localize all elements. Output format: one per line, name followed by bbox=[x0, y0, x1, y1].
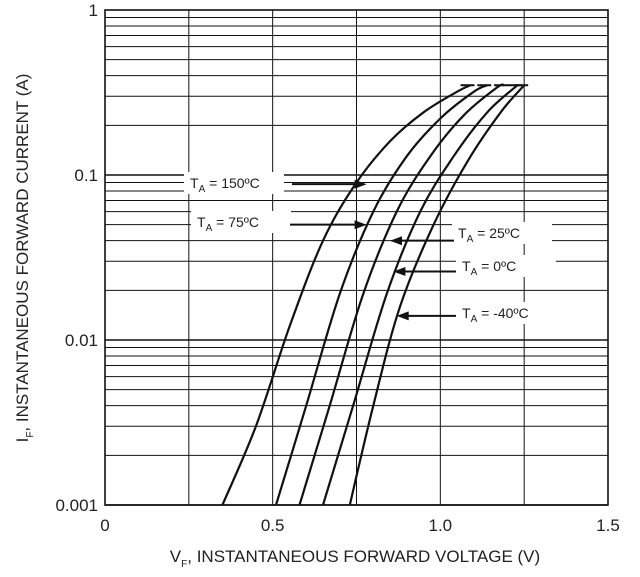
plot-frame bbox=[104, 9, 609, 506]
series-label-rest-1: = 75ºC bbox=[212, 214, 259, 230]
series-label-2: TA = 25ºC bbox=[458, 225, 520, 245]
series-label-rest-0: = 150ºC bbox=[205, 175, 260, 191]
series-line-2 bbox=[298, 83, 505, 506]
series-label-sub-4: A bbox=[471, 314, 478, 325]
frame-layer bbox=[104, 9, 609, 506]
x-axis-title-rest: , INSTANTANEOUS FORWARD VOLTAGE (V) bbox=[187, 547, 540, 566]
annotation-arrow-head-4 bbox=[396, 311, 409, 321]
y-axis-title: IF, INSTANTANEOUS FORWARD CURRENT (A) bbox=[13, 74, 36, 443]
x-tick-label: 0 bbox=[100, 516, 109, 535]
tick-layer: 0 0.5 1.0 1.5 1 0.1 0.01 0.001 bbox=[55, 1, 619, 535]
series-label-main-0: T bbox=[190, 175, 199, 191]
annotation-box-1 bbox=[191, 211, 291, 233]
series-label-rest-3: = 0ºC bbox=[477, 258, 516, 274]
series-label-3: TA = 0ºC bbox=[462, 258, 516, 278]
y-tick-label: 0.1 bbox=[74, 166, 98, 185]
series-line-3 bbox=[321, 84, 519, 506]
series-label-main-4: T bbox=[462, 305, 471, 321]
y-axis-title-sub: F bbox=[25, 432, 36, 438]
series-label-main-2: T bbox=[458, 225, 467, 241]
x-tick-label: 0.5 bbox=[261, 516, 285, 535]
series-label-1: TA = 75ºC bbox=[197, 214, 259, 234]
x-axis-title: VF, INSTANTANEOUS FORWARD VOLTAGE (V) bbox=[170, 547, 540, 570]
series-label-main-3: T bbox=[462, 258, 471, 274]
series-label-rest-2: = 25ºC bbox=[473, 225, 520, 241]
series-label-sub-1: A bbox=[206, 223, 213, 234]
annotation-box-4 bbox=[456, 302, 556, 324]
x-tick-label: 1.0 bbox=[429, 516, 453, 535]
x-axis-title-sub: F bbox=[181, 559, 187, 570]
series-label-4: TA = -40ºC bbox=[462, 305, 529, 325]
series-label-sub-2: A bbox=[467, 234, 474, 245]
series-label-sub-0: A bbox=[199, 184, 206, 195]
x-axis-title-main: V bbox=[170, 547, 182, 566]
series-line-0 bbox=[221, 84, 471, 506]
y-axis-title-rest: , INSTANTANEOUS FORWARD CURRENT (A) bbox=[13, 74, 32, 432]
x-tick-label: 1.5 bbox=[596, 516, 620, 535]
series-line-1 bbox=[274, 84, 488, 506]
series-label-sub-3: A bbox=[471, 267, 478, 278]
annotation-box-3 bbox=[456, 255, 556, 277]
annotation-arrow-head-2 bbox=[390, 236, 402, 246]
series-line-4 bbox=[348, 84, 526, 506]
annotation-box-2 bbox=[452, 222, 552, 244]
series-label-0: TA = 150ºC bbox=[190, 175, 260, 195]
annotation-arrow-head-1 bbox=[354, 220, 367, 230]
y-tick-label: 0.001 bbox=[55, 496, 98, 515]
series-label-rest-4: = -40ºC bbox=[477, 305, 528, 321]
annotation-box-0 bbox=[184, 172, 284, 194]
y-axis-title-main: I bbox=[13, 438, 32, 443]
y-tick-label: 0.01 bbox=[65, 331, 98, 350]
y-tick-label: 1 bbox=[89, 1, 98, 20]
series-layer bbox=[221, 83, 529, 506]
annotation-arrow-head-0 bbox=[354, 179, 367, 189]
series-label-main-1: T bbox=[197, 214, 206, 230]
annotation-arrow-head-3 bbox=[393, 267, 406, 276]
